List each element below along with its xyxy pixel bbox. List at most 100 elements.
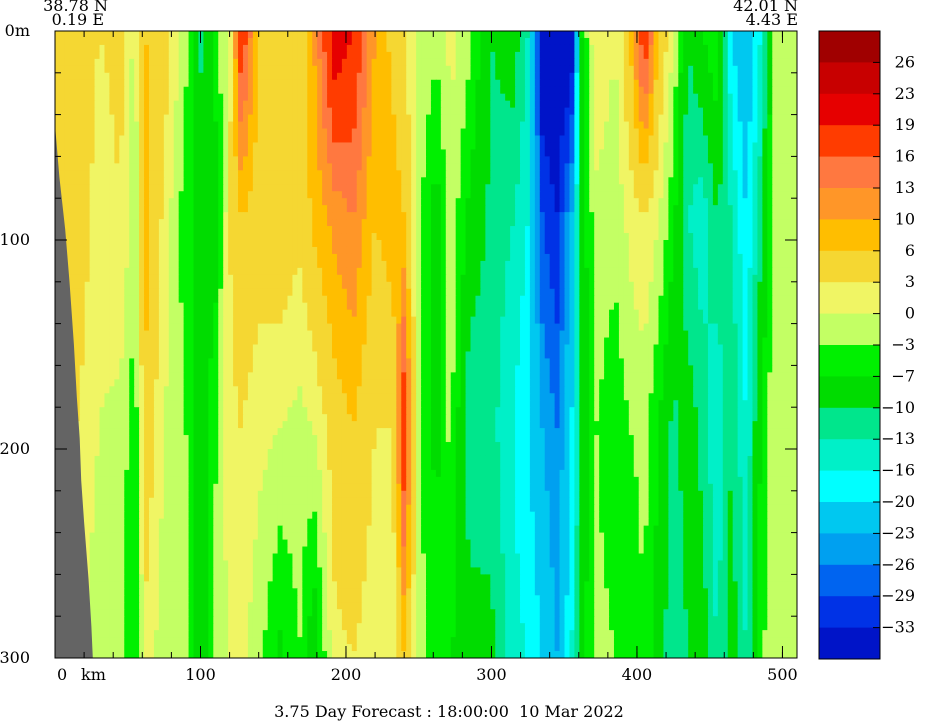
field-cell (787, 121, 793, 130)
field-cell (213, 177, 219, 185)
field-cell (490, 205, 496, 213)
field-cell (401, 198, 407, 206)
field-cell (386, 100, 392, 109)
field-cell (648, 44, 655, 53)
field-cell (129, 149, 135, 157)
field-cell (445, 149, 452, 157)
field-cell (233, 72, 239, 81)
field-cell (257, 163, 264, 171)
field-cell (153, 149, 160, 157)
field-cell (727, 163, 734, 171)
field-cell (416, 156, 422, 164)
field-cell (391, 121, 397, 130)
field-cell (594, 72, 600, 81)
field-cell (262, 142, 269, 151)
field-cell (173, 246, 180, 255)
field-cell (327, 79, 333, 88)
field-cell (495, 72, 501, 81)
field-cell (114, 79, 120, 88)
field-cell (69, 219, 76, 227)
field-cell (515, 170, 521, 178)
field-cell (559, 107, 566, 116)
field-cell (144, 65, 150, 74)
field-cell (267, 149, 274, 157)
field-cell (510, 253, 516, 262)
field-cell (233, 44, 239, 53)
field-cell (371, 149, 378, 157)
field-cell (198, 253, 204, 262)
field-cell (242, 72, 249, 81)
field-cell (618, 44, 625, 53)
field-cell (178, 170, 185, 178)
field-cell (74, 93, 81, 102)
field-cell (208, 128, 214, 137)
field-cell (346, 226, 353, 234)
field-cell (302, 86, 308, 95)
field-cell (604, 93, 610, 102)
field-cell (470, 44, 477, 53)
field-cell (554, 226, 561, 234)
field-cell (712, 170, 719, 178)
field-cell (148, 142, 155, 151)
field-cell (747, 219, 754, 227)
field-cell (327, 233, 333, 241)
field-cell (416, 184, 422, 192)
field-cell (529, 107, 536, 116)
field-cell (84, 121, 91, 130)
field-cell (673, 121, 679, 130)
field-cell (544, 219, 551, 227)
field-cell (638, 212, 645, 220)
field-cell (336, 240, 343, 248)
field-cell (737, 86, 744, 95)
field-cell (698, 51, 704, 60)
field-cell (119, 128, 125, 137)
field-cell (242, 253, 249, 262)
field-cell (524, 114, 531, 123)
field-cell (782, 219, 788, 227)
field-cell (618, 86, 625, 95)
field-cell (391, 226, 397, 234)
field-cell (104, 149, 111, 157)
field-cell (505, 79, 511, 88)
field-cell (238, 100, 244, 109)
field-cell (569, 31, 575, 39)
field-cell (515, 79, 521, 88)
field-cell (727, 149, 734, 157)
field-cell (64, 219, 71, 227)
field-cell (173, 253, 180, 262)
field-cell (628, 233, 635, 241)
field-cell (470, 149, 477, 157)
field-cell (134, 149, 140, 157)
field-cell (119, 219, 125, 227)
field-cell (312, 240, 318, 248)
field-cell (579, 107, 585, 116)
field-cell (544, 107, 551, 116)
field-cell (480, 226, 486, 234)
field-cell (623, 246, 630, 255)
field-cell (787, 184, 793, 192)
field-cell (717, 107, 724, 116)
field-cell (238, 79, 244, 88)
field-cell (381, 205, 388, 213)
field-cell (604, 226, 610, 234)
field-cell (406, 219, 412, 227)
field-cell (549, 37, 556, 46)
field-cell (703, 128, 709, 137)
field-cell (317, 100, 323, 109)
field-cell (440, 191, 447, 199)
field-cell (584, 72, 590, 81)
field-cell (529, 226, 536, 234)
field-cell (376, 44, 383, 53)
field-cell (623, 93, 630, 102)
field-cell (247, 31, 254, 39)
field-cell (772, 212, 778, 220)
field-cell (742, 149, 749, 157)
field-cell (505, 246, 511, 255)
field-cell (188, 253, 195, 262)
field-cell (584, 128, 590, 137)
field-cell (168, 246, 175, 255)
field-cell (534, 100, 541, 109)
field-cell (440, 212, 447, 220)
field-cell (485, 72, 491, 81)
field-cell (440, 51, 447, 60)
